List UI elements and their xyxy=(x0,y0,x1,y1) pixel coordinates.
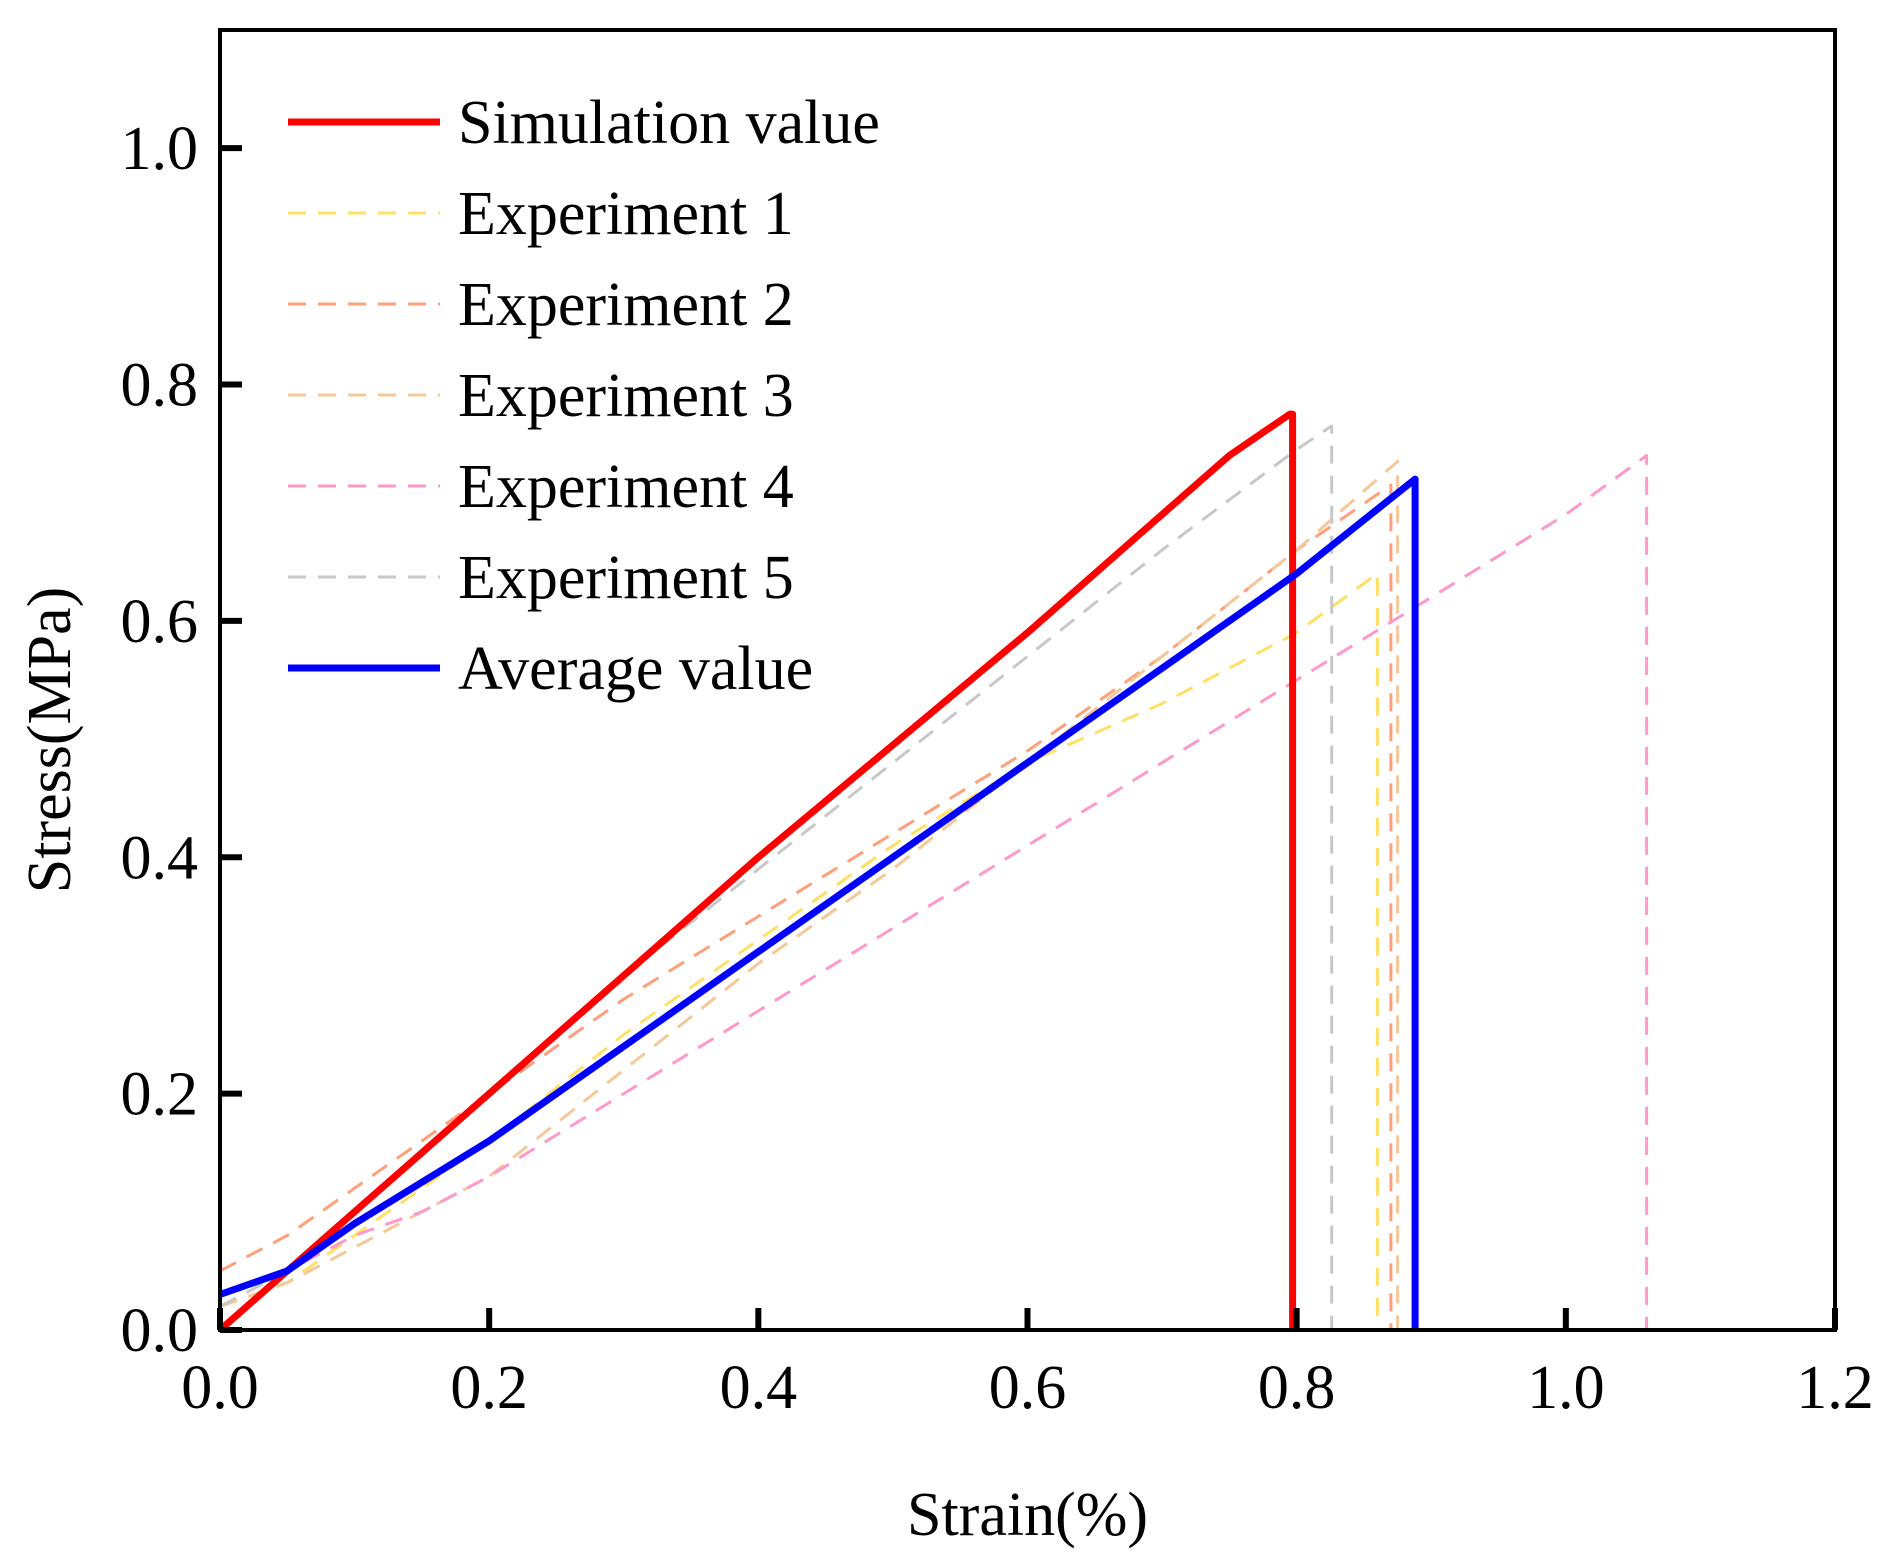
legend-item-experiment-2: Experiment 2 xyxy=(288,271,794,339)
y-tick-label-1: 0.2 xyxy=(121,1061,199,1129)
legend-label: Average value xyxy=(458,635,813,703)
legend-item-simulation-value: Simulation value xyxy=(288,89,880,157)
x-axis-title: Strain(%) xyxy=(907,1481,1148,1549)
series-line-experiment-4 xyxy=(219,454,1649,1330)
series-line-simulation-value xyxy=(217,410,1297,1333)
legend-label: Experiment 3 xyxy=(458,362,794,430)
x-tick-label-3: 0.6 xyxy=(989,1354,1067,1422)
y-tick-label-3: 0.6 xyxy=(121,588,199,656)
x-tick-label-6: 1.2 xyxy=(1796,1354,1874,1422)
y-tick-label-5: 1.0 xyxy=(121,115,199,183)
y-tick-label-4: 0.8 xyxy=(121,352,199,420)
series-layer xyxy=(217,410,1649,1333)
series-line-experiment-3 xyxy=(219,459,1400,1330)
axes-layer: 0.0 0.2 0.4 0.6 0.8 1.0 1.2 0.0 0.2 0.4 0.6 0.8 1.0 xyxy=(121,115,1874,1422)
y-tick-label-0: 0.0 xyxy=(121,1297,199,1365)
x-tick-label-2: 0.4 xyxy=(720,1354,798,1422)
x-tick-label-4: 0.8 xyxy=(1258,1354,1336,1422)
legend-item-experiment-1: Experiment 1 xyxy=(288,180,794,248)
x-tick-label-0: 0.0 xyxy=(181,1354,259,1422)
legend-item-experiment-3: Experiment 3 xyxy=(288,362,794,430)
legend-label: Simulation value xyxy=(458,89,880,157)
legend-label: Experiment 4 xyxy=(458,453,794,521)
y-axis-title: Stress(MPa) xyxy=(16,587,84,894)
y-tick-label-2: 0.4 xyxy=(121,824,199,892)
legend-item-experiment-4: Experiment 4 xyxy=(288,453,794,521)
legend-label: Experiment 5 xyxy=(458,544,794,612)
legend: Simulation value Experiment 1 Experiment 2… xyxy=(288,89,880,703)
series-line-experiment-2 xyxy=(219,483,1393,1330)
legend-label: Experiment 2 xyxy=(458,271,794,339)
legend-item-experiment-5: Experiment 5 xyxy=(288,544,794,612)
series-line-average-value xyxy=(218,475,1419,1330)
legend-label: Experiment 1 xyxy=(458,180,794,248)
series-line-experiment-1 xyxy=(219,572,1379,1330)
x-tick-label-1: 0.2 xyxy=(450,1354,528,1422)
legend-item-average-value: Average value xyxy=(288,635,813,703)
x-tick-label-5: 1.0 xyxy=(1527,1354,1605,1422)
